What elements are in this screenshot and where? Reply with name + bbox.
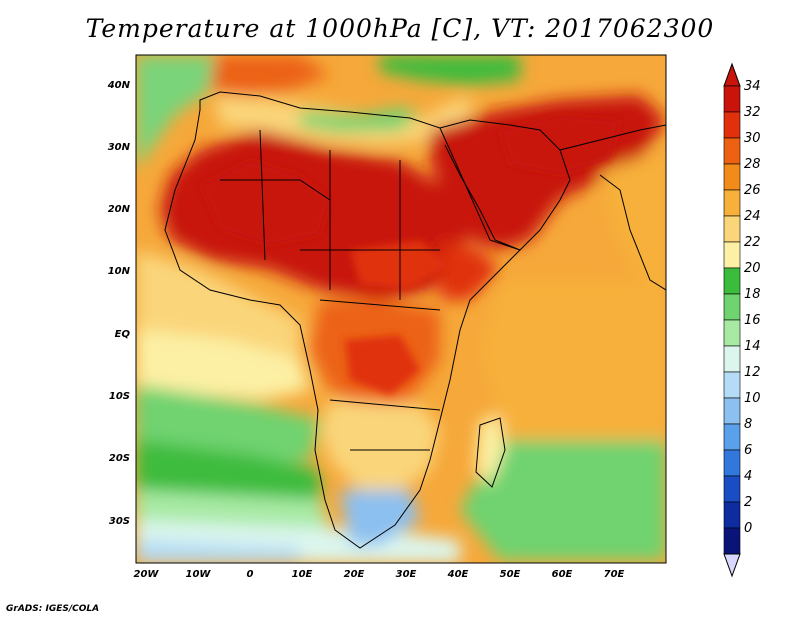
- colorbar-swatch: [723, 241, 741, 269]
- lat-label: 40N: [107, 80, 131, 91]
- lon-label: 10E: [292, 569, 313, 580]
- lon-label: 20E: [344, 569, 365, 580]
- colorbar-label: 10: [744, 391, 761, 406]
- lon-label: 70E: [604, 569, 625, 580]
- lat-label: 10N: [108, 266, 131, 277]
- lon-label: 50E: [500, 569, 521, 580]
- colorbar-swatch: [723, 215, 741, 243]
- lat-label: EQ: [115, 329, 131, 340]
- lat-axis: 40N 30N 20N 10N EQ 10S 20S 30S: [107, 80, 131, 527]
- colorbar-swatch: [723, 475, 741, 503]
- colorbar-label: 2: [744, 495, 752, 510]
- colorbar-label: 16: [744, 313, 761, 328]
- colorbar-bottom-arrow: [723, 553, 741, 578]
- colorbar-label: 0: [744, 521, 752, 536]
- colorbar-swatch: [723, 423, 741, 451]
- coastline: [164, 91, 666, 549]
- colorbar-label: 18: [744, 287, 761, 302]
- lat-label: 20S: [109, 453, 130, 464]
- colorbar-label: 6: [744, 443, 752, 458]
- credit-label: GrADS: IGES/COLA: [6, 604, 100, 614]
- colorbar-label: 20: [744, 261, 761, 276]
- colorbar-swatch: [723, 163, 741, 191]
- lon-label: 30E: [396, 569, 417, 580]
- colorbar-label: 14: [744, 339, 761, 354]
- lon-label: 10W: [186, 569, 212, 580]
- colorbar-swatch: [723, 293, 741, 321]
- colorbar-swatch: [723, 397, 741, 425]
- lat-label: 20N: [108, 204, 131, 215]
- lon-label: 0: [247, 569, 254, 580]
- colorbar-swatch: [723, 319, 741, 347]
- lon-label: 40E: [447, 569, 469, 580]
- colorbar-swatch: [723, 527, 741, 555]
- colorbar-label: 34: [744, 79, 761, 94]
- lat-label: 30N: [108, 142, 131, 153]
- colorbar-label: 22: [744, 235, 761, 250]
- colorbar-label: 8: [744, 417, 752, 432]
- colorbar-swatch: [723, 267, 741, 295]
- colorbar-swatch: [723, 85, 741, 113]
- lat-label: 10S: [109, 391, 130, 402]
- lon-label: 20W: [134, 569, 160, 580]
- colorbar-swatch: [723, 189, 741, 217]
- colorbar-swatch: [723, 371, 741, 399]
- colorbar-label: 30: [744, 131, 761, 146]
- colorbar-label: 26: [744, 183, 761, 198]
- colorbar-swatch: [723, 501, 741, 529]
- colorbar-label: 24: [744, 209, 761, 224]
- colorbar-label: 28: [744, 157, 761, 172]
- colorbar-swatch: [723, 345, 741, 373]
- colorbar-label: 32: [744, 105, 761, 120]
- colorbar-label: 12: [744, 365, 761, 380]
- lat-label: 30S: [109, 516, 130, 527]
- colorbar-swatch: [723, 111, 741, 139]
- map-title: Temperature at 1000hPa [C], VT: 20170623…: [85, 14, 715, 43]
- colorbar-swatch: [723, 449, 741, 477]
- colorbar-swatch: [723, 137, 741, 165]
- lon-label: 60E: [552, 569, 573, 580]
- lon-axis: 20W 10W 0 10E 20E 30E 40E 50E 60E 70E: [134, 569, 625, 580]
- colorbar-top-arrow: [723, 62, 741, 87]
- colorbar-label: 4: [744, 469, 752, 484]
- plot-frame: [135, 54, 667, 564]
- temperature-field: [136, 55, 666, 563]
